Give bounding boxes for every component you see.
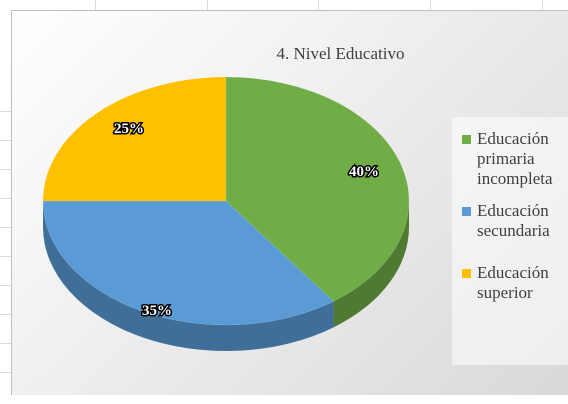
data-label: 35% <box>142 303 172 319</box>
pie-slice <box>225 76 410 302</box>
grid-line <box>0 372 11 373</box>
legend-item-superior: Educación superior <box>462 263 568 303</box>
pie-slice <box>42 76 227 202</box>
legend-swatch <box>462 207 471 216</box>
pie-tops <box>42 76 410 326</box>
grid-line <box>0 227 11 228</box>
data-label: 25% <box>114 121 144 137</box>
grid-line <box>318 0 319 10</box>
pie-slice-side <box>333 201 409 328</box>
legend-item-secundaria: Educación secundaria <box>462 201 568 241</box>
grid-line <box>430 0 431 10</box>
pie-slice-side <box>43 201 334 351</box>
chart-title: 4. Nivel Educativo <box>276 44 405 63</box>
grid-line <box>95 0 96 10</box>
legend: Educación primaria incompleta Educación … <box>452 117 568 365</box>
legend-swatch <box>462 135 471 144</box>
legend-label: Educación primaria incompleta <box>477 129 553 188</box>
data-label: 40% <box>349 164 379 180</box>
pie-slice <box>42 200 335 326</box>
grid-line <box>0 198 11 199</box>
grid-line <box>0 285 11 286</box>
grid-line <box>0 314 11 315</box>
grid-line <box>0 256 11 257</box>
legend-item-primaria: Educación primaria incompleta <box>462 129 568 189</box>
grid-line <box>0 111 11 112</box>
grid-line <box>542 0 543 10</box>
grid-line <box>0 140 11 141</box>
legend-label: Educación superior <box>477 263 549 302</box>
pie-chart: 40% 35% 25% <box>42 76 410 351</box>
pie-sides <box>43 201 409 351</box>
legend-label: Educación secundaria <box>477 201 550 240</box>
grid-line <box>207 0 208 10</box>
legend-swatch <box>462 269 471 278</box>
grid-line <box>0 343 11 344</box>
grid-line <box>0 169 11 170</box>
chart-area[interactable]: 4. Nivel Educativo 40% 35% 25% Educación p… <box>11 10 568 395</box>
